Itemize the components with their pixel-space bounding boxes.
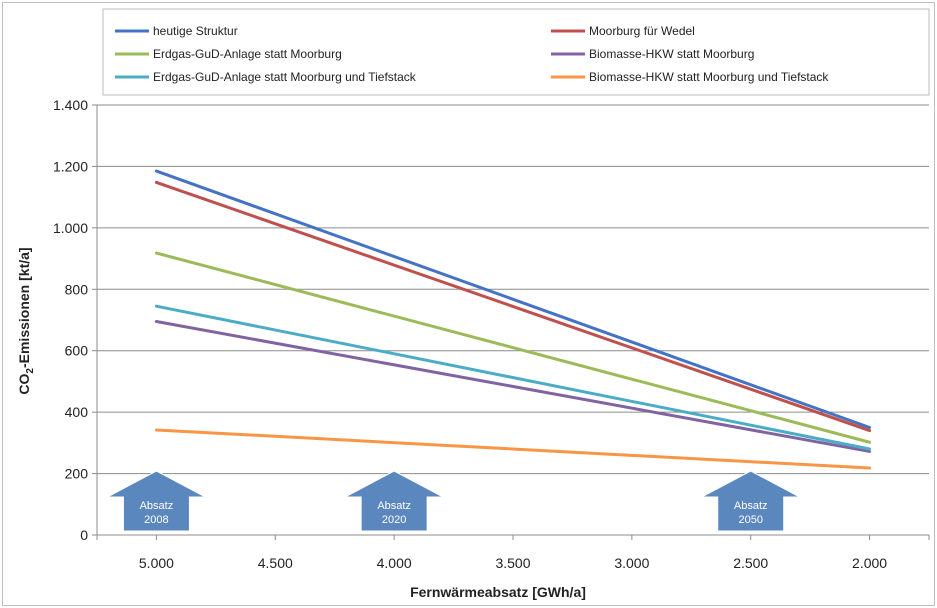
legend-label: Biomasse-HKW statt Moorburg und Tiefstac…: [589, 70, 829, 84]
series-line: [154, 169, 872, 429]
series-line: [154, 251, 872, 444]
line-chart: heutige Struktur Moorburg für Wedel Erdgas…: [16, 8, 930, 600]
arrow-label-line2: 2020: [382, 514, 406, 526]
x-tick-label: 3.500: [495, 555, 530, 571]
y-tick-label: 800: [65, 281, 89, 297]
y-tick-label: 1.200: [53, 158, 88, 174]
y-tick-label: 1.400: [53, 97, 88, 113]
y-axis-title-rest: -Emissionen [kt/a]: [16, 247, 32, 368]
y-tick-label: 1.000: [53, 220, 88, 236]
y-tick-label: 200: [65, 466, 89, 482]
series-line: [154, 180, 872, 433]
y-axis-title: CO2-Emissionen [kt/a]: [16, 247, 36, 394]
absatz-arrow: Absatz 2020: [344, 470, 444, 532]
legend-item: Erdgas-GuD-Anlage statt Moorburg: [115, 47, 342, 61]
y-tick-label: 400: [65, 404, 89, 420]
series-line: [154, 304, 872, 451]
legend: heutige Struktur Moorburg für Wedel Erdgas…: [115, 24, 829, 84]
series-line: [154, 320, 872, 453]
legend-box: [102, 8, 930, 96]
x-tick-label: 4.500: [258, 555, 293, 571]
x-axis-title: Fernwärmeabsatz [GWh/a]: [410, 584, 586, 600]
x-tick-label: 4.000: [377, 555, 412, 571]
legend-item: Erdgas-GuD-Anlage statt Moorburg und Tie…: [115, 70, 417, 84]
arrow-shape: [344, 470, 444, 532]
x-axis: 5.000 4.500 4.000 3.500 3.000 2.500 2.000: [96, 535, 930, 571]
arrow-label-line1: Absatz: [377, 500, 411, 512]
legend-label: Erdgas-GuD-Anlage statt Moorburg: [153, 47, 342, 61]
arrow-label-line2: 2008: [144, 514, 168, 526]
x-tick-label: 3.000: [614, 555, 649, 571]
legend-label: Erdgas-GuD-Anlage statt Moorburg und Tie…: [153, 70, 417, 84]
y-tick-label: 0: [80, 527, 88, 543]
y-axis-title-main: CO: [16, 373, 32, 394]
legend-label: Moorburg für Wedel: [589, 24, 695, 38]
absatz-arrow: Absatz 2050: [701, 470, 800, 532]
arrow-label-line1: Absatz: [734, 500, 768, 512]
arrow-shape: [701, 470, 800, 532]
legend-item: heutige Struktur: [115, 24, 238, 38]
y-axis: 0 200 400 600 800 1.000 1.200 1.400: [53, 97, 98, 543]
absatz-arrow: Absatz 2008: [107, 470, 206, 532]
arrow-shape: [107, 470, 206, 532]
legend-label: heutige Struktur: [153, 24, 238, 38]
legend-item: Biomasse-HKW statt Moorburg: [551, 47, 754, 61]
x-tick-label: 5.000: [139, 555, 174, 571]
legend-label: Biomasse-HKW statt Moorburg: [589, 47, 754, 61]
x-tick-label: 2.000: [852, 555, 887, 571]
y-axis-title-subscript: 2: [25, 368, 36, 374]
x-tick-label: 2.500: [733, 555, 768, 571]
arrow-label-line1: Absatz: [140, 500, 174, 512]
annotation-arrows: Absatz 2008 Absatz 2020 Absatz 2050: [107, 470, 800, 532]
arrow-label-line2: 2050: [738, 514, 762, 526]
y-tick-label: 600: [65, 343, 89, 359]
legend-item: Moorburg für Wedel: [551, 24, 695, 38]
grid-lines: [97, 104, 929, 536]
series-lines: [154, 169, 872, 470]
series-line: [154, 428, 872, 470]
legend-item: Biomasse-HKW statt Moorburg und Tiefstac…: [551, 70, 829, 84]
